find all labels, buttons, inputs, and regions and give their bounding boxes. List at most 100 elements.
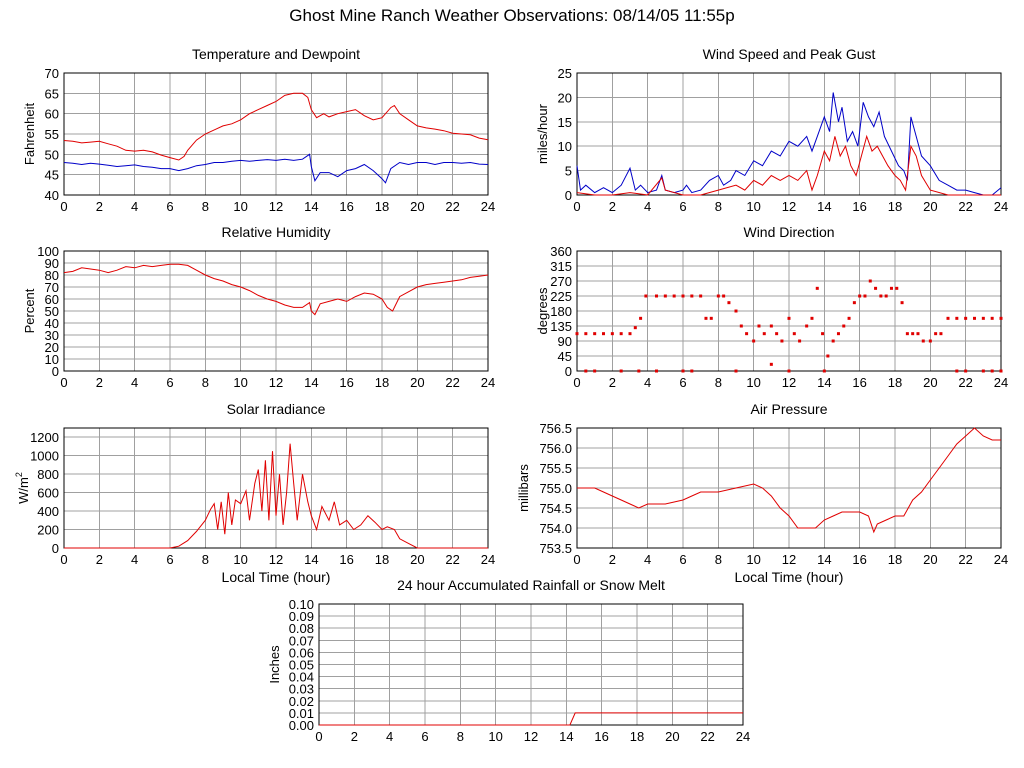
- y-tick-label: 20: [558, 90, 572, 105]
- y-axis-label: degrees: [535, 287, 550, 334]
- y-tick-label: 20: [45, 340, 59, 355]
- data-point: [826, 354, 830, 358]
- plot-frame: [576, 72, 1002, 196]
- x-axis-label: Local Time (hour): [735, 569, 844, 585]
- y-tick-label: 0.05: [289, 658, 314, 673]
- y-tick-label: 180: [550, 304, 572, 319]
- x-tick-label: 2: [96, 375, 103, 390]
- y-tick-label: 756.5: [539, 421, 572, 436]
- y-tick-label: 0.10: [289, 597, 314, 612]
- data-point: [911, 332, 915, 336]
- x-tick-label: 20: [923, 552, 937, 567]
- data-point: [847, 316, 851, 320]
- data-point: [852, 301, 856, 305]
- y-tick-label: 65: [45, 86, 59, 101]
- x-tick-label: 20: [410, 199, 424, 214]
- data-point: [990, 316, 994, 320]
- series-line-red: [319, 712, 743, 726]
- y-axis-label: millibars: [516, 464, 531, 512]
- data-point: [900, 301, 904, 305]
- y-tick-label: 360: [550, 244, 572, 259]
- y-tick-label: 225: [550, 289, 572, 304]
- x-tick-label: 18: [375, 375, 389, 390]
- data-point: [644, 294, 648, 298]
- y-tick-label: 0: [565, 188, 572, 203]
- x-tick-label: 2: [609, 199, 616, 214]
- data-point: [964, 316, 968, 320]
- data-point: [584, 369, 588, 373]
- y-tick-label: 40: [45, 188, 59, 203]
- y-tick-label: 0.02: [289, 694, 314, 709]
- data-point: [602, 332, 605, 336]
- series-line-blue: [63, 153, 489, 184]
- y-tick-label: 0: [52, 364, 59, 379]
- series-line-red: [576, 134, 1001, 196]
- x-tick-label: 14: [559, 729, 573, 744]
- chart-title: Wind Direction: [743, 224, 834, 240]
- data-point: [805, 324, 809, 328]
- data-point: [831, 339, 835, 343]
- x-tick-label: 4: [386, 729, 393, 744]
- x-tick-label: 8: [715, 199, 722, 214]
- data-point: [681, 294, 685, 298]
- data-point: [655, 294, 658, 298]
- x-tick-label: 0: [60, 199, 67, 214]
- data-point: [637, 369, 641, 373]
- x-tick-label: 2: [609, 552, 616, 567]
- data-point: [981, 369, 985, 373]
- data-point: [690, 369, 694, 373]
- x-tick-label: 0: [60, 375, 67, 390]
- data-point: [745, 332, 749, 336]
- y-tick-label: 200: [37, 523, 59, 538]
- data-point: [780, 339, 784, 343]
- x-tick-label: 12: [782, 199, 796, 214]
- x-tick-label: 10: [746, 375, 760, 390]
- data-point: [792, 332, 796, 336]
- y-tick-label: 0.00: [289, 718, 314, 733]
- x-tick-label: 12: [782, 375, 796, 390]
- x-tick-label: 0: [573, 199, 580, 214]
- x-tick-label: 24: [481, 199, 495, 214]
- data-point: [889, 286, 893, 290]
- x-tick-label: 18: [888, 552, 902, 567]
- data-point: [610, 332, 614, 336]
- data-point: [727, 301, 731, 305]
- data-point: [704, 316, 708, 320]
- y-tick-label: 315: [550, 259, 572, 274]
- data-point: [822, 369, 826, 373]
- pressure-chart: 0 2 4 6 8 10 12 14 16 18 20 22 24753.5754.0754.5755.…: [516, 401, 1008, 585]
- plot-frame: [63, 72, 489, 196]
- data-point: [639, 316, 643, 320]
- x-tick-label: 18: [888, 375, 902, 390]
- chart-title: 24 hour Accumulated Rainfall or Snow Mel…: [397, 577, 665, 593]
- x-tick-label: 22: [445, 375, 459, 390]
- x-tick-label: 6: [679, 552, 686, 567]
- data-point: [769, 362, 773, 366]
- data-point: [798, 339, 802, 343]
- data-point: [964, 369, 968, 373]
- data-point: [868, 279, 872, 283]
- data-point: [955, 316, 959, 320]
- x-tick-label: 2: [96, 552, 103, 567]
- data-point: [655, 369, 658, 373]
- data-point: [939, 332, 943, 336]
- x-tick-label: 10: [746, 199, 760, 214]
- y-tick-label: 70: [45, 66, 59, 81]
- y-tick-label: 753.5: [539, 541, 572, 556]
- x-tick-label: 2: [609, 375, 616, 390]
- y-tick-label: 400: [37, 504, 59, 519]
- humidity-chart: 0 2 4 6 8 10 12 14 16 18 20 22 240102030405060708090…: [22, 224, 495, 390]
- y-tick-label: 135: [550, 319, 572, 334]
- x-tick-label: 16: [339, 199, 353, 214]
- x-tick-label: 10: [488, 729, 502, 744]
- x-tick-label: 22: [958, 552, 972, 567]
- x-tick-label: 22: [445, 199, 459, 214]
- rainfall-chart: 0 2 4 6 8 10 12 14 16 18 20 22 240.000.010.020.030.0…: [267, 577, 750, 744]
- y-tick-label: 600: [37, 486, 59, 501]
- x-tick-label: 16: [852, 375, 866, 390]
- x-tick-label: 18: [888, 199, 902, 214]
- data-point: [879, 294, 883, 298]
- data-point: [575, 332, 579, 336]
- x-tick-label: 12: [269, 199, 283, 214]
- wind-direction-chart: 0 2 4 6 8 10 12 14 16 18 20 22 240459013518022527031…: [535, 224, 1008, 390]
